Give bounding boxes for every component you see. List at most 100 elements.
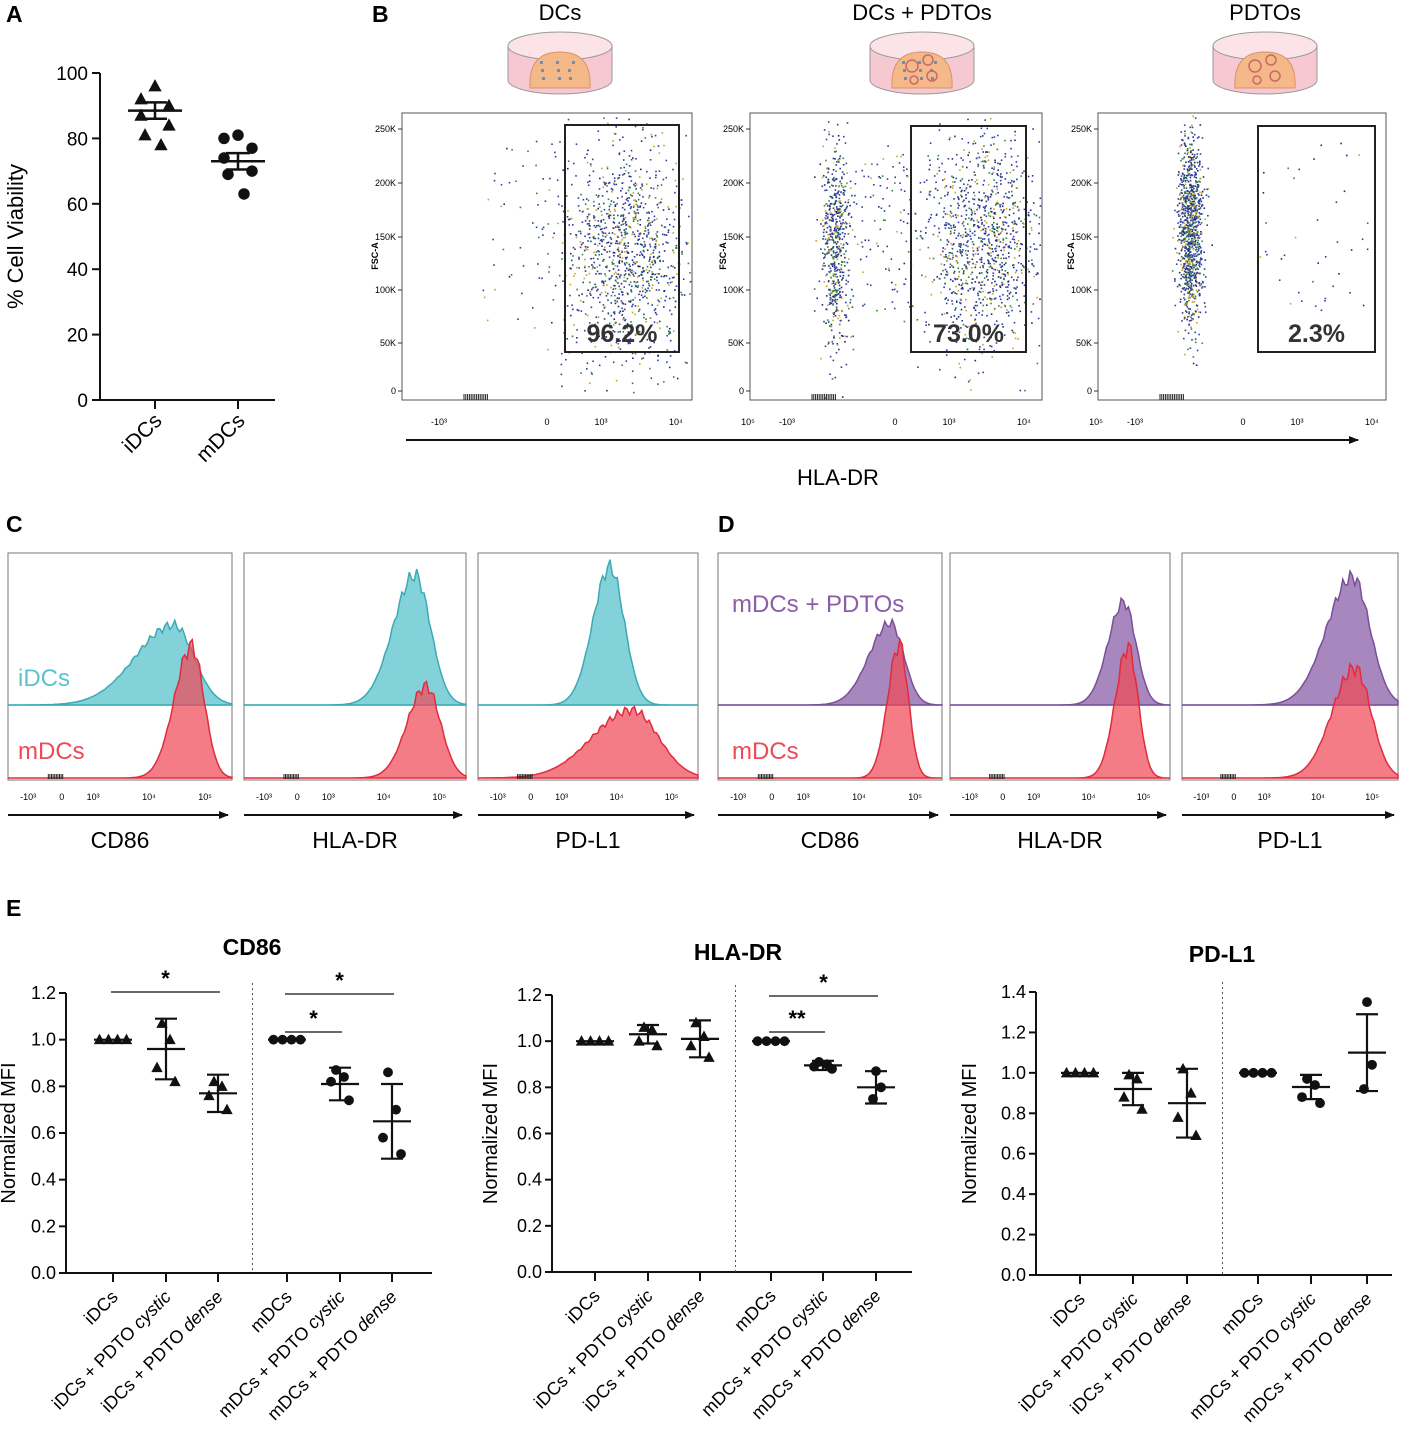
flow-event [643, 240, 646, 243]
flow-event [839, 249, 842, 252]
flow-event [976, 225, 979, 227]
flow-event [618, 259, 621, 262]
flow-event [954, 135, 956, 138]
flow-event [1196, 225, 1198, 227]
flow-event [1195, 276, 1197, 279]
flow-event [614, 294, 616, 297]
flow-event [610, 286, 612, 289]
flow-event [571, 183, 573, 186]
flow-event [628, 165, 631, 167]
b-x-axis-title: HLA-DR [797, 465, 879, 490]
flow-event [980, 258, 983, 261]
hist-xtick-label: 10⁵ [432, 792, 446, 802]
flow-event [958, 331, 961, 333]
flow-event [1195, 265, 1197, 267]
flow-event [882, 198, 884, 200]
flow-event [657, 256, 660, 258]
flow-event [577, 205, 580, 207]
flow-event [835, 196, 837, 199]
flow-event [542, 226, 545, 229]
flow-event [1017, 155, 1019, 157]
flow-event [1032, 202, 1035, 204]
flow-event [594, 243, 596, 245]
flow-event [991, 227, 994, 230]
flow-event [1196, 190, 1199, 192]
flow-event [907, 301, 910, 304]
flow-event [1185, 259, 1187, 262]
flow-event [1194, 234, 1197, 236]
flow-event [968, 263, 970, 266]
flow-event [623, 308, 626, 311]
flow-event [1193, 277, 1196, 279]
flow-event [823, 257, 825, 259]
flow-event [1189, 174, 1192, 177]
flow-event [825, 241, 828, 243]
flow-event [1187, 248, 1190, 251]
flow-event [838, 251, 841, 254]
flow-event [586, 215, 589, 218]
flow-event [861, 206, 863, 208]
flow-event [969, 235, 972, 238]
flow-event [586, 246, 589, 248]
flow-event [983, 132, 986, 135]
d-legend-mdcs: mDCs [732, 738, 799, 765]
flow-event [1188, 168, 1191, 170]
flow-event [821, 185, 824, 188]
e-significance-label: * [161, 966, 170, 991]
flow-event [579, 230, 582, 233]
flow-event [841, 297, 843, 299]
flow-event [655, 170, 657, 173]
flow-event [663, 250, 666, 252]
flow-event [1187, 136, 1190, 139]
flow-event [1320, 309, 1323, 312]
flow-event [506, 147, 508, 150]
flow-event [653, 309, 656, 312]
flow-event [620, 231, 623, 234]
flow-event [1184, 302, 1187, 305]
flow-event [643, 334, 646, 336]
b-ytick-label: 150K [723, 232, 744, 242]
flow-event [637, 285, 640, 287]
flow-event [575, 266, 578, 269]
flow-event [999, 217, 1001, 219]
flow-event [969, 230, 972, 233]
b-ytick-label: 200K [723, 178, 744, 188]
flow-event [828, 133, 830, 136]
flow-event [1201, 190, 1204, 193]
flow-event [1200, 283, 1203, 285]
flow-event [672, 232, 674, 234]
flow-event [631, 324, 633, 326]
flow-event [986, 155, 989, 157]
flow-event [632, 357, 634, 359]
flow-event [1191, 244, 1193, 246]
flow-event [1196, 231, 1199, 233]
flow-event [996, 185, 998, 188]
flow-event [1002, 222, 1004, 225]
flow-event [994, 161, 996, 164]
flow-event [618, 228, 620, 231]
flow-event [857, 243, 859, 246]
flow-event [1188, 294, 1191, 297]
flow-event [949, 210, 952, 213]
flow-event [1033, 275, 1035, 278]
flow-event [621, 364, 623, 366]
flow-event [977, 249, 979, 251]
organoid-glyph [1252, 75, 1262, 85]
flow-event [833, 232, 835, 235]
flow-event [629, 207, 632, 210]
e-ytick-label: 0.2 [31, 1216, 56, 1236]
flow-event [1188, 311, 1190, 313]
flow-event [839, 216, 841, 219]
flow-event [1183, 273, 1185, 276]
e-xtick-label: iDCs [80, 1287, 122, 1329]
flow-event [647, 287, 649, 290]
flow-event [1008, 292, 1011, 295]
flow-event [996, 227, 999, 229]
flow-event [610, 242, 612, 245]
flow-event [962, 271, 965, 273]
flow-event [877, 245, 879, 247]
flow-event [1188, 277, 1191, 279]
flow-event [604, 182, 606, 185]
flow-event [1002, 326, 1004, 328]
